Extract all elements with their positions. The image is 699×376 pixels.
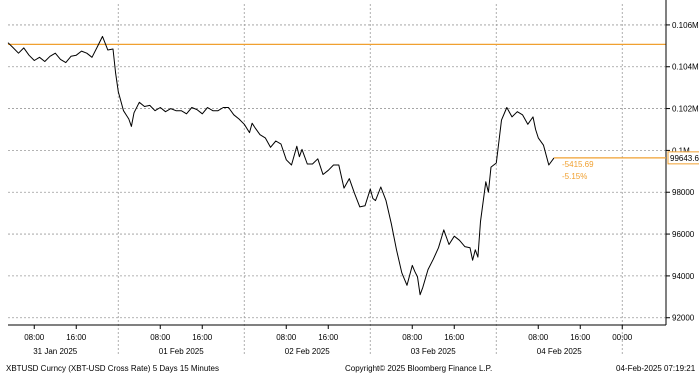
- x-tick-label: 16:00: [570, 333, 591, 342]
- y-tick-label: 94000: [672, 272, 695, 281]
- labels-layer: 99643.6 -5415.69 -5.15%: [554, 151, 699, 181]
- y-tick-label: 0.102M: [672, 105, 699, 114]
- y-tick-label: 0.104M: [672, 63, 699, 72]
- x-date-label: 02 Feb 2025: [285, 347, 330, 356]
- footer-security-description: XBTUSD Curncy (XBT-USD Cross Rate) 5 Day…: [6, 364, 219, 373]
- chart-footer: XBTUSD Curncy (XBT-USD Cross Rate) 5 Day…: [0, 362, 699, 376]
- change-annotation: -5.15%: [562, 172, 587, 181]
- x-tick-label: 16:00: [318, 333, 339, 342]
- x-tick-label: 08:00: [528, 333, 549, 342]
- footer-copyright: Copyright© 2025 Bloomberg Finance L.P.: [345, 364, 493, 373]
- x-tick-label: 16:00: [444, 333, 465, 342]
- change-annotation: -5415.69: [562, 160, 594, 169]
- x-date-label: 31 Jan 2025: [33, 347, 78, 356]
- x-tick-label: 08:00: [276, 333, 297, 342]
- x-tick-label: 16:00: [66, 333, 87, 342]
- last-price-label: 99643.6: [670, 154, 699, 163]
- x-tick-label: 08:00: [150, 333, 171, 342]
- y-tick-label: 0.106M: [672, 21, 699, 30]
- x-tick-label: 08:00: [24, 333, 45, 342]
- x-tick-label: 00:00: [612, 333, 633, 342]
- last-price-box: [667, 151, 699, 165]
- x-tick-label: 08:00: [402, 333, 423, 342]
- footer-timestamp: 04-Feb-2025 07:19:21: [616, 364, 696, 373]
- x-tick-label: 16:00: [192, 333, 213, 342]
- series-layer: [7, 35, 555, 296]
- y-tick-label: 96000: [672, 230, 695, 239]
- axes-layer: 0.106M 0.104M 0.102M 0.1M 98000 96000 94000 920…: [8, 0, 699, 356]
- y-tick-label: 0.1M: [672, 146, 690, 155]
- x-date-label: 04 Feb 2025: [537, 347, 582, 356]
- price-series-line: [7, 35, 555, 296]
- x-date-label: 01 Feb 2025: [159, 347, 204, 356]
- y-tick-label: 92000: [672, 314, 695, 323]
- x-date-label: 03 Feb 2025: [411, 347, 456, 356]
- grid-layer: [8, 4, 666, 354]
- y-tick-label: 98000: [672, 188, 695, 197]
